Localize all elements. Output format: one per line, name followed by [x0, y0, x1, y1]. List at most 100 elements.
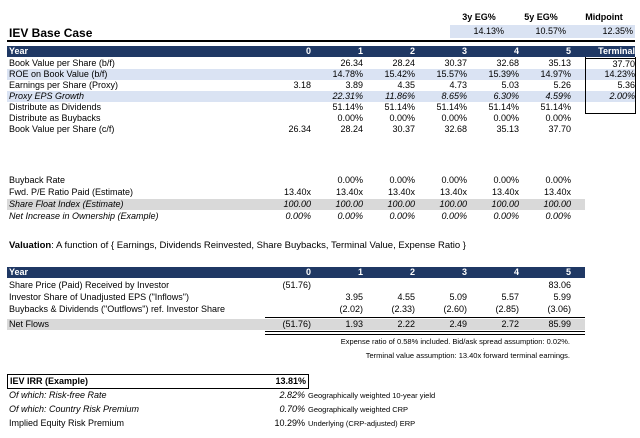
valuation-note: Valuation: A function of { Earnings, Div…: [9, 240, 466, 251]
irr-value: 13.81%: [275, 376, 306, 386]
year-col-2: 2: [409, 46, 415, 56]
row-value: (2.60): [443, 304, 467, 314]
row-value: 28.24: [392, 58, 415, 68]
row-value: 35.13: [548, 58, 571, 68]
row-value: (2.02): [339, 304, 363, 314]
eg5y-value: 10.57%: [535, 26, 566, 36]
terminal-value: 2.00%: [585, 91, 635, 102]
row-value: [265, 304, 311, 315]
year-col-3: 3: [461, 46, 467, 56]
row-value: 22.31%: [332, 91, 363, 101]
row-value: 5.57: [501, 292, 519, 302]
row-value: 0.00%: [441, 211, 467, 221]
row-value: 32.68: [444, 124, 467, 134]
row-value: 100.00: [283, 199, 311, 209]
row-value: 2.72: [501, 319, 519, 329]
row-value: 15.42%: [384, 69, 415, 79]
year-label: Year: [9, 267, 29, 277]
row-value: 0.00%: [441, 113, 467, 123]
row-label: Distribute as Dividends: [9, 102, 102, 112]
terminal-value: [585, 124, 635, 135]
page-title: IEV Base Case: [9, 26, 93, 40]
row-value: 0.00%: [337, 211, 363, 221]
title-rule: [7, 40, 635, 42]
row-value: 13.40x: [335, 187, 363, 197]
row-value: 5.09: [449, 292, 467, 302]
irr-component-value: 2.82%: [279, 390, 305, 400]
terminal-value: [585, 113, 635, 124]
row-value: 0.00%: [493, 175, 519, 185]
eg5y-label: 5y EG%: [524, 12, 558, 22]
irr-component-label: Implied Equity Risk Premium: [9, 418, 125, 428]
row-value: 100.00: [335, 199, 363, 209]
row-value: 13.40x: [491, 187, 519, 197]
terminal-value: 14.23%: [585, 69, 635, 80]
row-value: [265, 175, 311, 186]
table-header-row: Year 0 1 2 3 4 5: [7, 46, 585, 57]
year-col-0: 0: [305, 46, 311, 56]
row-value: 32.68: [496, 58, 519, 68]
table-row: Earnings per Share (Proxy) 3.18 3.89 4.35 4.…: [7, 80, 585, 91]
row-value: 14.97%: [540, 69, 571, 79]
terminal-header: Terminal: [585, 46, 635, 57]
valuation-note-text: : A function of { Earnings, Dividends Re…: [51, 240, 466, 251]
row-value: 51.14%: [332, 102, 363, 112]
row-label: Buyback Rate: [9, 175, 66, 185]
table-row: Share Price (Paid) Received by Investor (…: [7, 280, 585, 291]
row-value: [265, 58, 311, 69]
row-label: Buybacks & Dividends ("Outflows") ref. I…: [9, 304, 225, 314]
row-value: 26.34: [340, 58, 363, 68]
row-value: 0.00%: [545, 211, 571, 221]
row-value: [265, 292, 311, 303]
row-value: 51.14%: [488, 102, 519, 112]
row-value: [265, 91, 311, 102]
table-row: Book Value per Share (b/f) 26.34 28.24 30.3…: [7, 58, 585, 69]
row-value: 13.40x: [543, 187, 571, 197]
table-row: Proxy EPS Growth 22.31% 11.86% 8.65% 6.30% 4.…: [7, 91, 585, 102]
row-label: Investor Share of Unadjusted EPS ("Inflo…: [9, 292, 189, 302]
row-value: 26.34: [288, 124, 311, 134]
row-value: 14.78%: [332, 69, 363, 79]
year-col-3: 3: [461, 267, 467, 277]
row-value: 4.59%: [545, 91, 571, 101]
table-row: ROE on Book Value (b/f) 14.78% 15.42% 15.57…: [7, 69, 585, 80]
row-value: 85.99: [548, 319, 571, 329]
row-value: 13.40x: [387, 187, 415, 197]
irr-component-note: Geographically weighted CRP: [308, 405, 409, 414]
row-value: 0.00%: [493, 211, 519, 221]
row-value: 5.99: [553, 292, 571, 302]
row-value: 0.00%: [389, 175, 415, 185]
note-expense: Expense ratio of 0.58% included. Bid/ask…: [340, 337, 570, 346]
row-value: 2.49: [449, 319, 467, 329]
year-col-2: 2: [409, 267, 415, 277]
year-label: Year: [9, 46, 29, 56]
table-row: Book Value per Share (c/f) 26.34 28.24 30.3…: [7, 124, 585, 135]
table-header-row: Year 0 1 2 3 4 5: [7, 267, 585, 278]
row-value: 1.93: [345, 319, 363, 329]
table-row: Distribute as Dividends 51.14% 51.14% 51.14…: [7, 102, 585, 113]
row-value: 30.37: [444, 58, 467, 68]
table-row: Distribute as Buybacks 0.00% 0.00% 0.00% 0.0…: [7, 113, 585, 124]
valuation-note-bold: Valuation: [9, 240, 52, 251]
midpoint-value: 12.35%: [602, 26, 633, 36]
row-value: 0.00%: [441, 175, 467, 185]
row-value: 3.89: [345, 80, 363, 90]
irr-component-note: Geographically weighted 10-year yield: [308, 391, 436, 400]
row-value: 4.55: [397, 292, 415, 302]
row-value: 0.00%: [545, 113, 571, 123]
row-value: 0.00%: [389, 211, 415, 221]
irr-component-value: 10.29%: [274, 418, 305, 428]
row-value: 6.30%: [493, 91, 519, 101]
year-col-0: 0: [305, 267, 311, 277]
row-value: 28.24: [340, 124, 363, 134]
row-value: 51.14%: [540, 102, 571, 112]
midpoint-labels: 3y EG% 5y EG% Midpoint: [450, 12, 635, 24]
row-value: 15.39%: [488, 69, 519, 79]
row-value: (2.85): [495, 304, 519, 314]
terminal-column-box: [585, 57, 636, 114]
table-row: Net Increase in Ownership (Example) 0.00%…: [7, 211, 585, 222]
row-value: 35.13: [496, 124, 519, 134]
row-value: 4.73: [449, 80, 467, 90]
net-flows-double-rule: [265, 331, 585, 335]
row-value: [265, 113, 311, 124]
